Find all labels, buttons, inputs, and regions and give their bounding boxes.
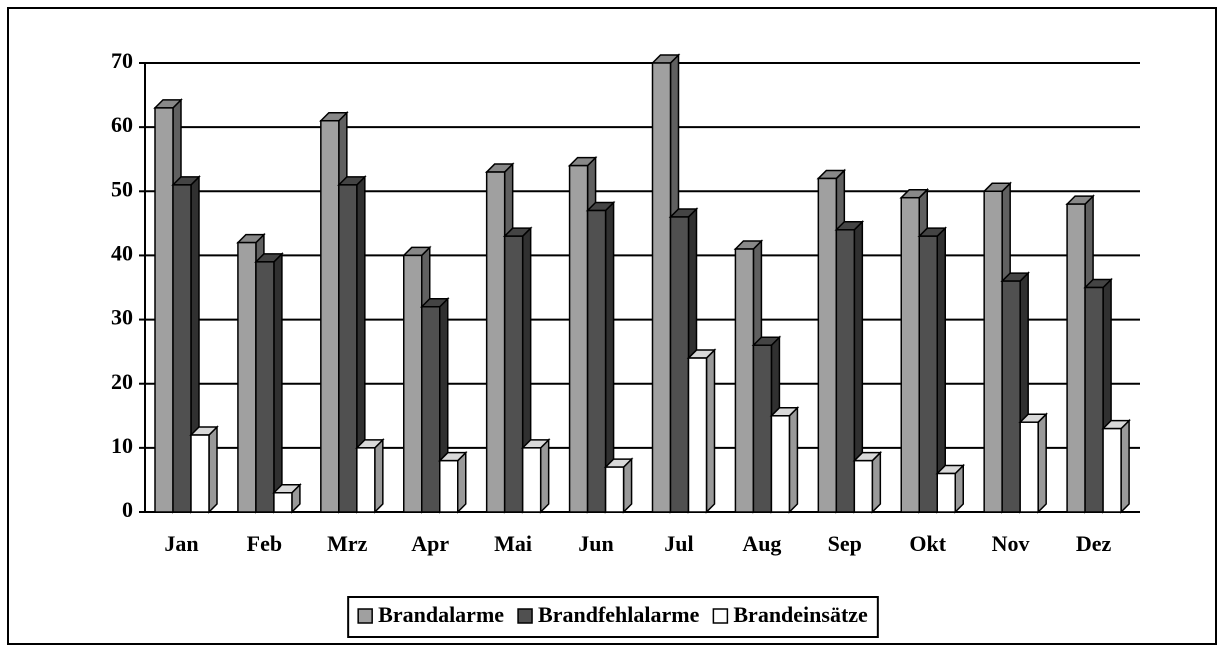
- bar-front: [503, 235, 524, 513]
- y-tick-label: 40: [111, 240, 133, 265]
- y-tick-label: 30: [111, 305, 133, 330]
- x-tick-label: Sep: [828, 531, 862, 556]
- bar-front: [669, 216, 690, 513]
- bar: [769, 405, 800, 514]
- x-tick-label: Aug: [742, 531, 781, 556]
- bar: [585, 200, 616, 514]
- bar: [852, 450, 883, 514]
- bar: [355, 438, 385, 514]
- bar-front: [568, 164, 589, 513]
- bar-front: [835, 229, 856, 513]
- bar-front: [255, 261, 275, 513]
- x-tick-label: Mrz: [327, 531, 368, 556]
- bar-front: [356, 447, 376, 513]
- bar-front: [1019, 421, 1039, 513]
- bar: [935, 463, 966, 514]
- bar-front: [439, 459, 459, 513]
- x-tick-label: Mai: [494, 531, 532, 556]
- bar-front: [273, 492, 293, 513]
- legend: Brandalarme Brandfehlalarme Brandeinsätze: [347, 596, 879, 638]
- bar-front: [687, 357, 708, 513]
- bar-side: [273, 252, 283, 514]
- bar: [189, 425, 219, 514]
- x-tick-label: Jul: [664, 531, 693, 556]
- bar-front: [190, 434, 210, 513]
- x-tick-label: Dez: [1076, 531, 1112, 556]
- bar-front: [403, 254, 423, 513]
- legend-box: [347, 596, 879, 638]
- bar: [686, 348, 717, 514]
- bar-side: [1120, 418, 1130, 514]
- bar-front: [936, 472, 956, 513]
- bar-side: [705, 348, 716, 514]
- bar-side: [1037, 412, 1047, 514]
- bar-front: [154, 107, 174, 513]
- bar-front: [1102, 427, 1122, 513]
- bar: [603, 457, 634, 514]
- legend-label: Brandalarme: [378, 602, 504, 627]
- x-tick-label: Jan: [164, 531, 198, 556]
- bar-side: [788, 405, 799, 514]
- bar-side: [208, 425, 218, 514]
- legend-label: Brandeinsätze: [733, 602, 868, 627]
- x-tick-label: Apr: [411, 531, 449, 556]
- x-tick-label: Okt: [909, 531, 946, 556]
- bar-front: [320, 119, 340, 513]
- bar-side: [871, 450, 882, 514]
- bar-front: [485, 171, 506, 513]
- legend-swatch: [712, 608, 729, 624]
- bar-front: [1066, 203, 1086, 513]
- x-tick-label: Jun: [578, 531, 613, 556]
- bar: [437, 450, 468, 514]
- bar: [1101, 418, 1131, 514]
- bar-front: [421, 305, 441, 513]
- bar-front: [1084, 286, 1104, 513]
- bar-front: [734, 248, 755, 513]
- bar-side: [374, 438, 384, 514]
- bar: [254, 252, 284, 514]
- bar-front: [172, 184, 192, 513]
- bar-front: [521, 447, 542, 513]
- bar-front: [752, 344, 773, 513]
- bar-side: [457, 450, 467, 514]
- x-tick-label: Feb: [247, 531, 282, 556]
- bar-front: [586, 209, 607, 513]
- bar-front: [983, 190, 1003, 513]
- legend-label: Brandfehlalarme: [538, 602, 700, 627]
- bar: [337, 175, 367, 514]
- bar-front: [900, 196, 920, 513]
- x-tick-label: Nov: [992, 531, 1030, 556]
- bar-front: [770, 415, 791, 513]
- bar: [1018, 412, 1048, 514]
- bar: [917, 226, 948, 514]
- y-tick-label: 70: [111, 48, 133, 73]
- bar-front: [338, 184, 358, 513]
- bar-side: [539, 438, 550, 514]
- legend-swatch: [517, 608, 533, 624]
- bar-front: [1001, 280, 1021, 513]
- bar-front: [817, 177, 838, 513]
- bar-front: [918, 235, 938, 513]
- bar-front: [651, 62, 672, 513]
- legend-swatch: [357, 608, 373, 624]
- y-tick-label: 10: [111, 433, 133, 458]
- bar-side: [622, 457, 633, 514]
- y-tick-label: 60: [111, 112, 133, 137]
- y-tick-label: 0: [122, 497, 133, 522]
- bar-front: [237, 241, 257, 513]
- bar-front: [604, 466, 625, 513]
- y-tick-label: 20: [111, 369, 133, 394]
- bar-front: [853, 459, 874, 513]
- bar: [272, 482, 302, 514]
- bar: [520, 438, 551, 514]
- y-tick-label: 50: [111, 176, 133, 201]
- bar: [834, 219, 865, 514]
